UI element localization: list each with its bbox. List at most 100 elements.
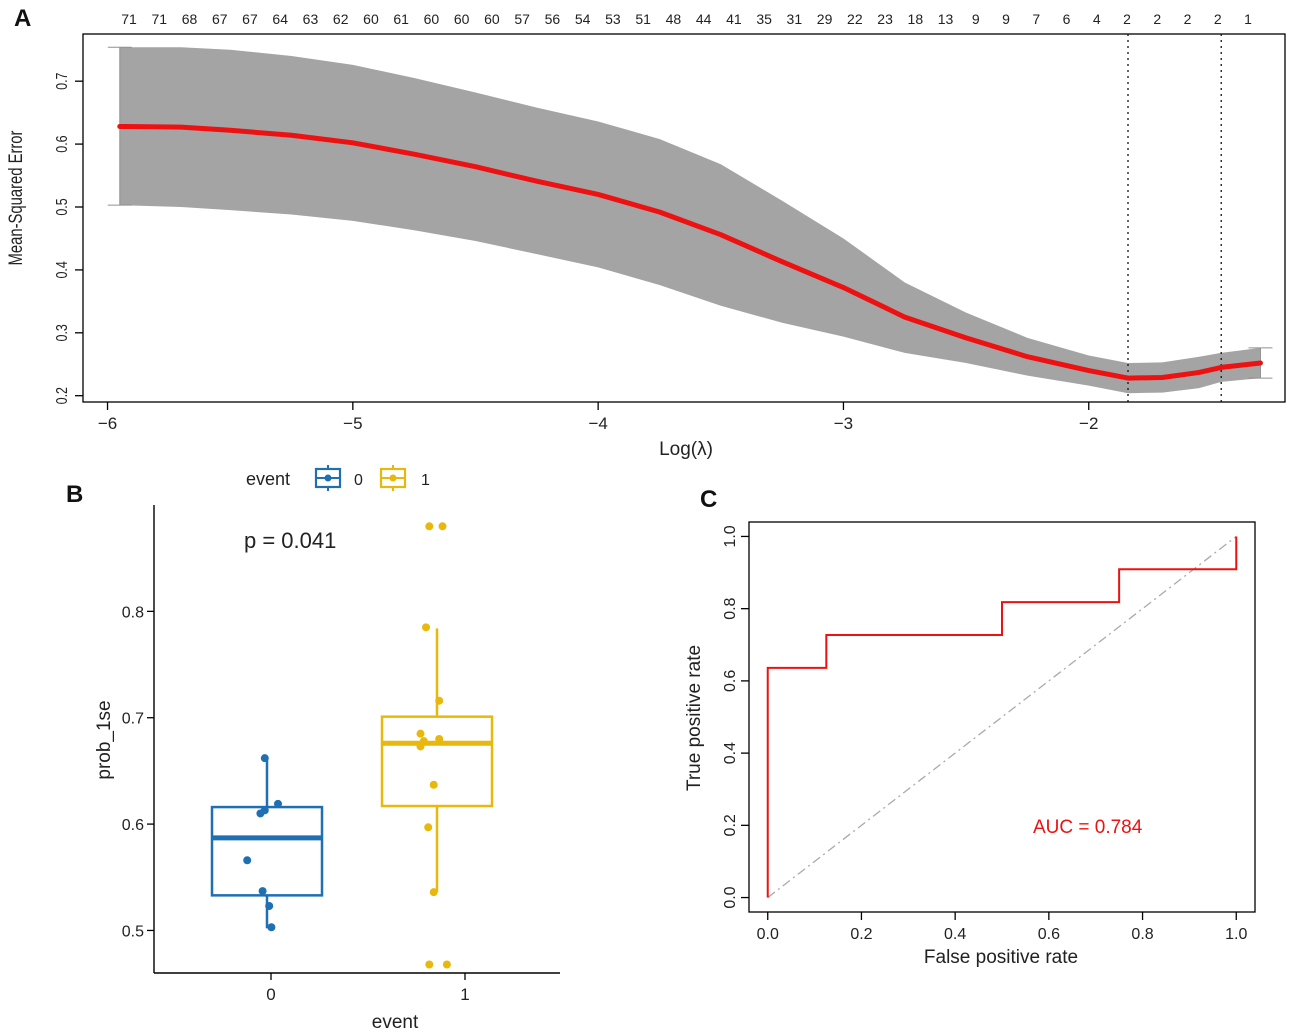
plot-frame-c [748, 521, 1256, 913]
top-count-label: 2 [1153, 11, 1161, 27]
x-axis-label-c: False positive rate [924, 947, 1078, 968]
x-axis-ticks-c: 0.0 0.2 0.4 0.6 0.8 1.0 [757, 912, 1247, 943]
top-count-label: 2 [1184, 11, 1192, 27]
jitter-points [243, 522, 451, 969]
data-point [422, 623, 430, 632]
top-count-label: 2 [1123, 11, 1131, 27]
x-tick-label: −5 [343, 414, 362, 433]
nonzero-coef-counts: 71 71 68 67 67 64 63 62 60 61 60 60 60 57 56 54 53 51 48 44… [121, 11, 1252, 27]
top-count-label: 60 [454, 11, 470, 27]
top-count-label: 64 [272, 11, 288, 27]
x-tick-label: −2 [1079, 414, 1098, 433]
x-tick-label: −6 [98, 414, 117, 433]
y-tick-label: 0.5 [122, 923, 144, 940]
top-count-label: 71 [121, 11, 137, 27]
boxplots [210, 628, 494, 929]
panel-a: A −6 −5 −4 −3 −2 0.20.30.40.50.60.7 71 71 68 67… [5, 5, 1286, 460]
chance-diagonal [767, 535, 1237, 899]
y-tick-label: 0.4 [54, 261, 72, 278]
legend-key-0 [314, 465, 342, 491]
top-count-label: 63 [303, 11, 319, 27]
y-axis-ticks-c: 0.0 0.2 0.4 0.6 0.8 1.0 [722, 525, 749, 909]
top-count-label: 53 [605, 11, 621, 27]
y-tick-label: 0.2 [722, 814, 739, 836]
panel-label-c: C [700, 486, 717, 513]
data-point [442, 960, 451, 969]
top-count-label: 31 [787, 11, 803, 27]
top-count-label: 56 [545, 11, 561, 27]
top-count-label: 23 [877, 11, 893, 27]
panel-label-b: B [66, 481, 83, 508]
mean-line [117, 123, 1263, 381]
y-axis-label-a: Mean-Squared Error [5, 130, 26, 265]
data-point [265, 901, 274, 910]
roc-curve [766, 536, 1238, 898]
top-count-label: 68 [182, 11, 198, 27]
y-axis-ticks-a: 0.2 0.3 0.4 0.5 0.6 0.7 [54, 72, 83, 404]
x-tick-label: −3 [834, 414, 853, 433]
top-count-label: 60 [484, 11, 500, 27]
x-tick-label: 1 [460, 985, 469, 1004]
y-tick-label: 0.8 [722, 597, 739, 619]
top-count-label: 67 [212, 11, 228, 27]
data-point [267, 923, 276, 932]
y-tick-label: 0.5 [54, 198, 72, 215]
data-point [425, 522, 434, 531]
top-count-label: 22 [847, 11, 863, 27]
legend-key-1 [379, 465, 407, 491]
top-count-label: 44 [696, 11, 712, 27]
data-point [435, 696, 444, 705]
data-point [419, 737, 428, 746]
x-axis-ticks-a: −6 −5 −4 −3 −2 [98, 402, 1098, 433]
x-tick-label: 0.6 [1038, 926, 1060, 943]
top-count-label: 51 [635, 11, 651, 27]
x-axis-label-a: Log(λ) [659, 439, 713, 460]
p-value-annotation: p = 0.041 [244, 528, 336, 553]
top-count-label: 2 [1214, 11, 1222, 27]
legend-label-0: 0 [354, 472, 363, 489]
top-count-label: 29 [817, 11, 833, 27]
x-tick-label: 1.0 [1225, 926, 1247, 943]
y-tick-label: 1.0 [722, 525, 739, 547]
top-count-label: 60 [363, 11, 379, 27]
box [380, 715, 494, 808]
x-tick-label: 0.0 [757, 926, 779, 943]
data-point [435, 735, 444, 743]
roc-lines [766, 535, 1238, 899]
y-tick-label: 0.6 [722, 670, 739, 692]
data-point [258, 887, 267, 896]
legend-point [389, 474, 397, 482]
data-point [260, 806, 269, 815]
y-tick-label: 0.3 [54, 324, 72, 341]
top-count-label: 57 [514, 11, 530, 27]
y-tick-label: 0.4 [722, 742, 739, 764]
mse-curve [117, 123, 1263, 381]
x-tick-label: 0.4 [944, 926, 966, 943]
top-count-label: 7 [1032, 11, 1040, 27]
y-tick-label: 0.6 [122, 817, 144, 834]
top-count-label: 48 [666, 11, 682, 27]
data-point [424, 823, 433, 832]
x-tick-label: 0.8 [1131, 926, 1153, 943]
x-tick-label: 0.2 [850, 926, 872, 943]
top-count-label: 60 [424, 11, 440, 27]
data-point [438, 522, 447, 531]
top-count-label: 62 [333, 11, 349, 27]
legend-b: event 0 1 [246, 465, 430, 491]
lambda-reference-lines [1127, 34, 1222, 402]
top-count-label: 61 [393, 11, 409, 27]
error-band-a [119, 47, 1261, 394]
legend-title: event [246, 469, 290, 489]
x-tick-label: 0 [266, 985, 275, 1004]
top-count-label: 18 [908, 11, 924, 27]
y-tick-label: 0.7 [54, 72, 72, 89]
data-point [429, 780, 438, 789]
y-axis-label-b: prob_1se [94, 700, 115, 779]
data-point [274, 799, 282, 808]
top-count-label: 54 [575, 11, 591, 27]
top-count-label: 41 [726, 11, 742, 27]
y-axis-label-c: True positive rate [684, 645, 705, 791]
boxplot-0 [210, 757, 324, 929]
